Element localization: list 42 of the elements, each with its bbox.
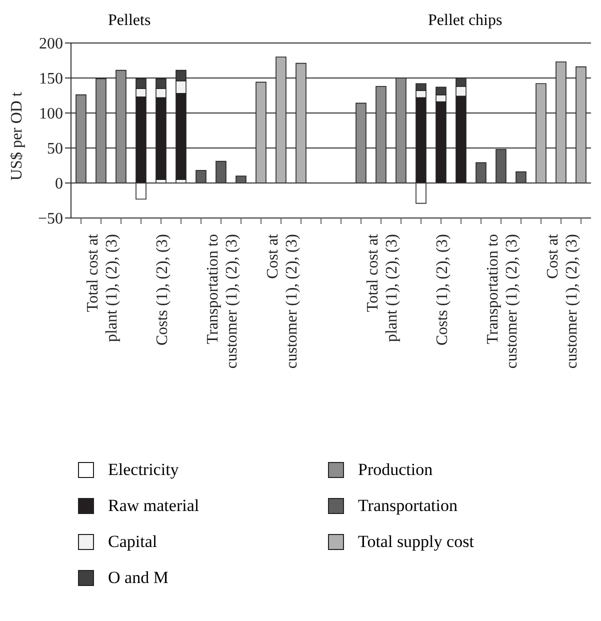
bar xyxy=(476,162,486,184)
y-tick-label: 200 xyxy=(39,36,63,53)
bar xyxy=(116,70,126,184)
x-tick-label: Total cost at plant (1), (2), (3) xyxy=(84,233,120,342)
bar xyxy=(276,56,286,184)
bar xyxy=(536,83,546,184)
bar xyxy=(96,78,106,184)
x-tick-label: Cost at customer (1), (2), (3) xyxy=(264,233,300,369)
bar xyxy=(256,82,266,184)
bar xyxy=(236,176,246,184)
legend-label: Capital xyxy=(107,531,158,553)
bar xyxy=(356,102,366,184)
x-tick-label: Costs (1), (2), (3) xyxy=(154,234,171,346)
legend-label: Transportation xyxy=(357,495,458,517)
bar xyxy=(216,160,226,184)
x-tick-label: Transportation to customer (1), (2), (3) xyxy=(484,234,520,369)
legend-label: Raw material xyxy=(107,495,200,517)
bar xyxy=(556,62,566,184)
bar xyxy=(576,66,586,184)
x-tick-label: Transportation to customer (1), (2), (3) xyxy=(204,234,240,369)
legend-label: O and M xyxy=(107,567,170,589)
y-tick-label: 150 xyxy=(39,70,63,88)
bar xyxy=(76,94,86,184)
bar xyxy=(196,170,206,184)
y-tick-label: −50 xyxy=(38,210,63,228)
y-axis-title: US$ per OD t xyxy=(8,92,26,180)
legend-label: Production xyxy=(357,459,434,481)
y-tick-label: 0 xyxy=(55,176,63,193)
bar xyxy=(396,78,406,184)
y-tick-label: 100 xyxy=(39,106,63,123)
y-tick-label: 50 xyxy=(47,140,63,158)
text: Pellet chips xyxy=(428,12,502,30)
bar xyxy=(376,86,386,184)
text: Pellets xyxy=(108,12,151,30)
bar xyxy=(516,171,526,184)
bar xyxy=(296,62,306,184)
x-tick-label: Total cost at plant (1), (2), (3) xyxy=(364,233,400,342)
x-tick-label: Costs (1), (2), (3) xyxy=(434,234,451,346)
legend-label: Electricity xyxy=(107,459,180,481)
legend-label: Total supply cost xyxy=(357,531,475,553)
x-tick-label: Cost at customer (1), (2), (3) xyxy=(544,233,580,369)
bar xyxy=(496,149,506,184)
